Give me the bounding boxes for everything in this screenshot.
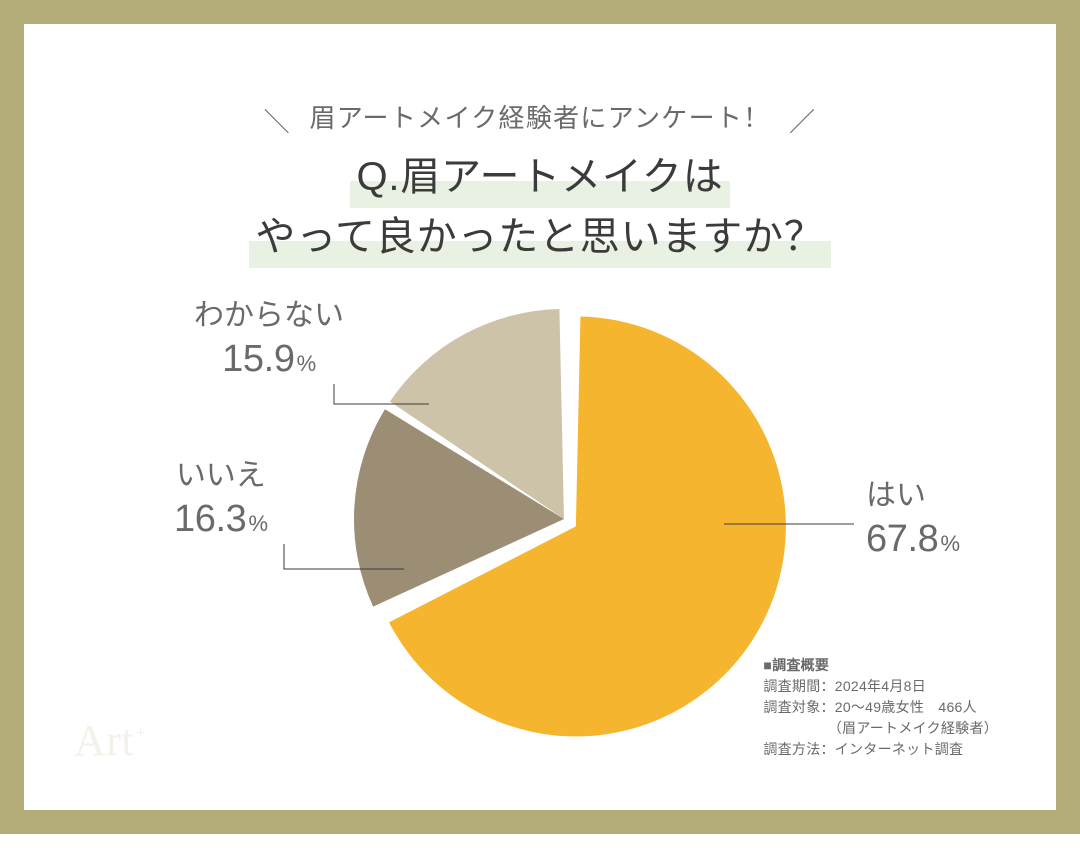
survey-header: ■調査概要 — [763, 655, 998, 676]
pie-label-dk: わからない 15.9% — [194, 296, 344, 384]
slash-right-icon: ／ — [789, 102, 816, 139]
question-block: Q.眉アートメイクは やって良かったと思いますか？ — [48, 148, 1032, 268]
pie-label-no-name: いいえ — [174, 456, 268, 495]
pie-label-dk-value: 15.9% — [194, 335, 344, 384]
brand-logo-text: Art — [74, 716, 134, 765]
survey-line-2: 調査対象：20〜49歳女性 466人 — [763, 697, 998, 718]
brand-logo: Art+ — [74, 715, 147, 766]
survey-line-1: 調査期間：2024年4月8日 — [763, 676, 998, 697]
slash-left-icon: ＼ — [264, 102, 291, 139]
pie-label-no: いいえ 16.3% — [174, 456, 268, 544]
outer-frame: ＼ 眉アートメイク経験者にアンケート！ ／ Q.眉アートメイクは やって良かった… — [0, 0, 1080, 834]
brand-logo-plus-icon: + — [135, 722, 147, 744]
pie-label-yes-value: 67.8% — [866, 515, 960, 564]
survey-info: ■調査概要 調査期間：2024年4月8日 調査対象：20〜49歳女性 466人 … — [763, 655, 998, 760]
question-line-1: Q.眉アートメイクは — [350, 148, 729, 208]
pie-label-yes: はい 67.8% — [866, 476, 960, 564]
subtitle-row: ＼ 眉アートメイク経験者にアンケート！ ／ — [48, 98, 1032, 139]
question-line-2: やって良かったと思いますか？ — [249, 208, 830, 268]
pie-label-no-value: 16.3% — [174, 495, 268, 544]
survey-line-4: 調査方法：インターネット調査 — [763, 739, 998, 760]
survey-line-3: （眉アートメイク経験者） — [763, 718, 998, 739]
pie-label-dk-name: わからない — [194, 296, 344, 335]
pie-label-yes-name: はい — [866, 476, 960, 515]
subtitle-text: 眉アートメイク経験者にアンケート！ — [310, 103, 771, 133]
